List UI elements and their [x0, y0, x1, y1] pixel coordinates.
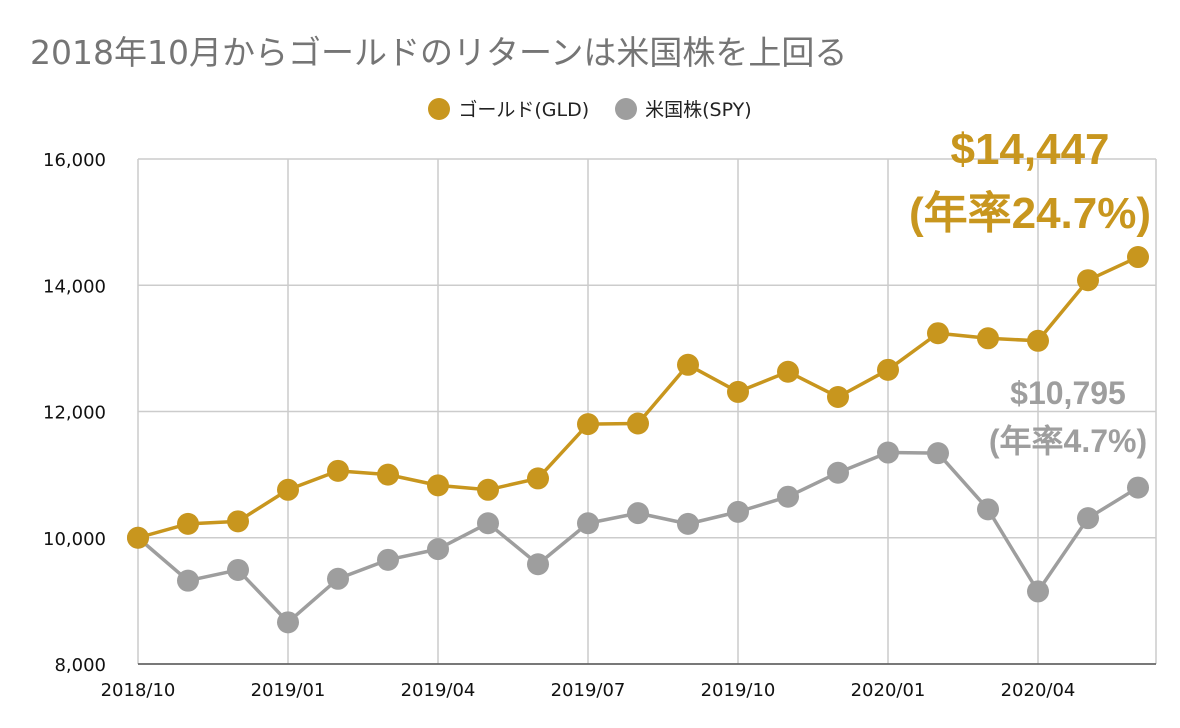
- spy-data-point[interactable]: [777, 485, 799, 508]
- legend-label-gold: ゴールド(GLD): [458, 99, 590, 121]
- gold-data-point[interactable]: [1127, 246, 1149, 269]
- legend-swatch-gold: [428, 97, 451, 120]
- gold-final-value: $14,447: [950, 125, 1109, 174]
- spy-data-point[interactable]: [927, 442, 949, 465]
- gold-data-point[interactable]: [927, 322, 949, 345]
- gold-data-point[interactable]: [627, 412, 649, 435]
- legend-label-spy: 米国株(SPY): [645, 99, 752, 121]
- spy-data-point[interactable]: [577, 512, 599, 535]
- legend-swatch-spy: [615, 97, 638, 120]
- spy-data-point[interactable]: [677, 512, 699, 535]
- spy-data-point[interactable]: [627, 502, 649, 525]
- gold-data-point[interactable]: [377, 463, 399, 486]
- gold-data-point[interactable]: [577, 413, 599, 436]
- spy-data-point[interactable]: [277, 611, 299, 634]
- x-tick-label: 2018/10: [101, 680, 176, 701]
- gold-data-point[interactable]: [1077, 269, 1099, 292]
- y-tick-label: 12,000: [43, 403, 106, 424]
- spy-annual-rate: (年率4.7%): [989, 423, 1147, 459]
- gold-data-point[interactable]: [327, 459, 349, 482]
- spy-data-point[interactable]: [1027, 580, 1049, 603]
- spy-data-point[interactable]: [877, 441, 899, 464]
- y-tick-label: 8,000: [54, 655, 106, 676]
- spy-data-point[interactable]: [427, 538, 449, 561]
- spy-data-point[interactable]: [327, 567, 349, 590]
- spy-data-point[interactable]: [827, 461, 849, 484]
- legend-item-spy[interactable]: 米国株(SPY): [615, 95, 752, 122]
- gold-data-point[interactable]: [827, 385, 849, 408]
- y-tick-label: 14,000: [43, 276, 106, 297]
- axes: 8,000 10,000 12,000 14,000 16,000 2018/10 2019…: [43, 150, 1156, 701]
- gold-data-point[interactable]: [527, 467, 549, 490]
- x-tick-label: 2019/01: [251, 680, 326, 701]
- gold-data-point[interactable]: [877, 358, 899, 381]
- spy-data-point[interactable]: [177, 569, 199, 592]
- spy-data-point[interactable]: [377, 548, 399, 571]
- gold-data-point[interactable]: [1027, 329, 1049, 352]
- spy-data-point[interactable]: [227, 558, 249, 581]
- spy-data-point[interactable]: [527, 553, 549, 576]
- spy-data-point[interactable]: [477, 512, 499, 535]
- y-tick-label: 10,000: [43, 529, 106, 550]
- gold-data-point[interactable]: [727, 380, 749, 403]
- gold-data-point[interactable]: [277, 478, 299, 501]
- y-tick-label: 16,000: [43, 150, 106, 171]
- x-tick-label: 2019/04: [401, 680, 476, 701]
- x-tick-label: 2020/04: [1001, 680, 1076, 701]
- spy-data-point[interactable]: [1077, 507, 1099, 530]
- spy-data-point[interactable]: [727, 500, 749, 523]
- gold-data-point[interactable]: [227, 510, 249, 533]
- gold-data-point[interactable]: [177, 512, 199, 535]
- gold-data-point[interactable]: [427, 474, 449, 497]
- gold-data-point[interactable]: [677, 353, 699, 376]
- legend: ゴールド(GLD) 米国株(SPY): [0, 95, 1180, 122]
- x-tick-label: 2019/07: [551, 680, 626, 701]
- gold-data-point[interactable]: [977, 327, 999, 350]
- spy-final-value: $10,795: [1010, 375, 1126, 411]
- legend-item-gold[interactable]: ゴールド(GLD): [428, 95, 589, 122]
- x-tick-label: 2020/01: [851, 680, 926, 701]
- series: [127, 246, 1149, 634]
- spy-data-point[interactable]: [1127, 476, 1149, 499]
- annotations: $14,447 (年率24.7%) $10,795 (年率4.7%): [909, 125, 1151, 459]
- chart-title: 2018年10月からゴールドのリターンは米国株を上回る: [30, 33, 848, 72]
- gold-annual-rate: (年率24.7%): [909, 189, 1151, 238]
- spy-data-point[interactable]: [977, 498, 999, 521]
- x-tick-label: 2019/10: [701, 680, 776, 701]
- gold-data-point[interactable]: [127, 526, 149, 549]
- gold-data-point[interactable]: [477, 478, 499, 501]
- gold-data-point[interactable]: [777, 360, 799, 383]
